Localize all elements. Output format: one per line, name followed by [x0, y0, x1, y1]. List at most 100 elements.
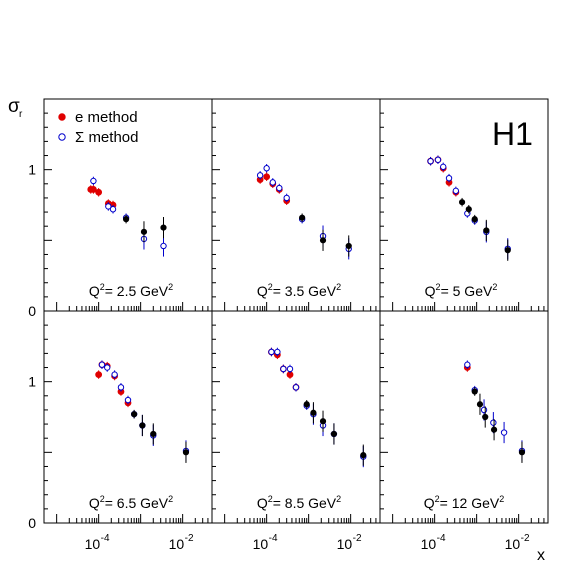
e-method-point — [95, 371, 103, 379]
data-point — [482, 413, 489, 421]
x-tick-label: 10 -4 — [253, 533, 278, 552]
x-tick-label-base: 10 — [85, 536, 101, 552]
panel-q2-3-5: Q2= 3.5 GeV2 — [211, 98, 381, 312]
series-sigma — [256, 164, 352, 260]
data-point — [465, 206, 472, 213]
x-tick-label-base: 10 — [337, 536, 353, 552]
panel-q2-label: Q2= 5 GeV2 — [425, 282, 498, 299]
panel-frame — [211, 310, 381, 524]
panel-q2-label: Q2= 8.5 GeV2 — [257, 494, 341, 511]
x-tick-label-base: 10 — [169, 536, 185, 552]
sigma-method-point — [105, 203, 112, 210]
sigma-method-point — [490, 419, 497, 426]
data-point — [122, 216, 130, 223]
sigma-method-point — [480, 406, 488, 414]
data-point — [319, 418, 327, 425]
series-black — [131, 409, 190, 463]
data-point — [476, 401, 484, 408]
data-point — [518, 449, 526, 456]
series-sigma — [90, 176, 167, 257]
x-tick-label: 10 -2 — [169, 533, 194, 552]
data-point — [490, 426, 498, 433]
series-black — [471, 387, 526, 463]
e-method-point — [89, 186, 97, 193]
data-point — [345, 242, 352, 250]
panel-q2-12: 10 -4 10 -2Q2= 12 GeV2 — [379, 310, 549, 552]
sigma-method-point — [434, 156, 442, 163]
sigma-method-point — [280, 365, 287, 373]
panel-q2-label: Q2= 3.5 GeV2 — [257, 282, 341, 299]
y-tick-label: 0 — [28, 515, 36, 531]
sigma-method-point — [292, 384, 300, 391]
sigma-method-point — [440, 163, 447, 171]
sigma-method-point — [269, 179, 276, 186]
legend: e method Σ method — [58, 109, 138, 146]
sigma-method-point — [500, 429, 508, 436]
series-black — [299, 213, 352, 257]
panel-frame — [211, 98, 381, 312]
x-tick-label-exponent: -2 — [521, 533, 530, 544]
panel-q2-text: Q2= 2.5 GeV2 — [89, 282, 173, 299]
e-method-point — [263, 173, 271, 181]
data-point — [483, 227, 490, 234]
panel-q2-text: Q2= 3.5 GeV2 — [257, 282, 341, 299]
panel-q2-text: Q2= 6.5 GeV2 — [89, 494, 173, 511]
y-tick-label: 1 — [28, 162, 36, 178]
legend-label: Σ method — [75, 129, 138, 146]
x-tick-label: 10 -4 — [421, 533, 446, 552]
sigma-method-point — [276, 184, 283, 192]
sigma-method-point — [90, 177, 97, 185]
sigma-method-point — [464, 361, 471, 368]
sigma-method-point — [111, 371, 118, 378]
series-sigma — [464, 360, 526, 462]
panel-frame — [379, 310, 549, 524]
y-axis-title: σ r — [8, 96, 23, 120]
x-tick-label-base: 10 — [505, 536, 521, 552]
data-point — [131, 411, 138, 418]
sigma-method-point — [124, 396, 132, 404]
panel-q2-text: Q2= 8.5 GeV2 — [257, 494, 341, 511]
data-point — [471, 388, 478, 395]
sigma-method-point — [104, 364, 111, 371]
series-black — [122, 214, 167, 243]
series-e — [87, 185, 117, 210]
y-axis-title-symbol: σ — [8, 96, 20, 117]
x-tick-label-exponent: -4 — [269, 533, 278, 544]
y-axis-title-subscript: r — [19, 109, 23, 120]
x-tick-label: 10 -4 — [85, 533, 110, 552]
legend-label: e method — [75, 109, 138, 126]
data-point — [139, 422, 146, 429]
panel-q2-label: Q2= 2.5 GeV2 — [89, 282, 173, 299]
data-point — [303, 401, 310, 408]
data-point — [330, 430, 338, 438]
series-black — [458, 197, 511, 261]
sigma-method-point — [283, 194, 290, 202]
e-method-point — [95, 188, 103, 196]
data-point — [504, 247, 511, 254]
panel-q2-label: Q2= 12 GeV2 — [424, 494, 504, 511]
experiment-label: H1 — [492, 116, 533, 152]
data-point — [299, 214, 306, 221]
series-sigma — [268, 347, 367, 468]
sigma-method-point — [109, 206, 117, 213]
x-tick-label: 10 -2 — [337, 533, 362, 552]
data-point — [150, 430, 157, 438]
data-point — [360, 452, 367, 459]
sigma-method-point — [427, 157, 434, 165]
panel-q2-text: Q2= 12 GeV2 — [424, 494, 504, 511]
sigma-method-point — [445, 174, 453, 182]
panel-q2-label: Q2= 6.5 GeV2 — [89, 494, 173, 511]
panel-q2-text: Q2= 5 GeV2 — [425, 282, 498, 299]
x-tick-label-exponent: -2 — [185, 533, 194, 544]
x-tick-label-exponent: -2 — [353, 533, 362, 544]
x-tick-label-base: 10 — [421, 536, 437, 552]
legend-marker — [58, 113, 66, 121]
sigma-method-point — [274, 348, 281, 356]
x-tick-label: 10 -2 — [505, 533, 530, 552]
sigma-method-point — [268, 348, 275, 356]
sigma-method-point — [452, 187, 460, 195]
sigma-method-point — [263, 165, 270, 172]
data-point — [458, 199, 466, 206]
